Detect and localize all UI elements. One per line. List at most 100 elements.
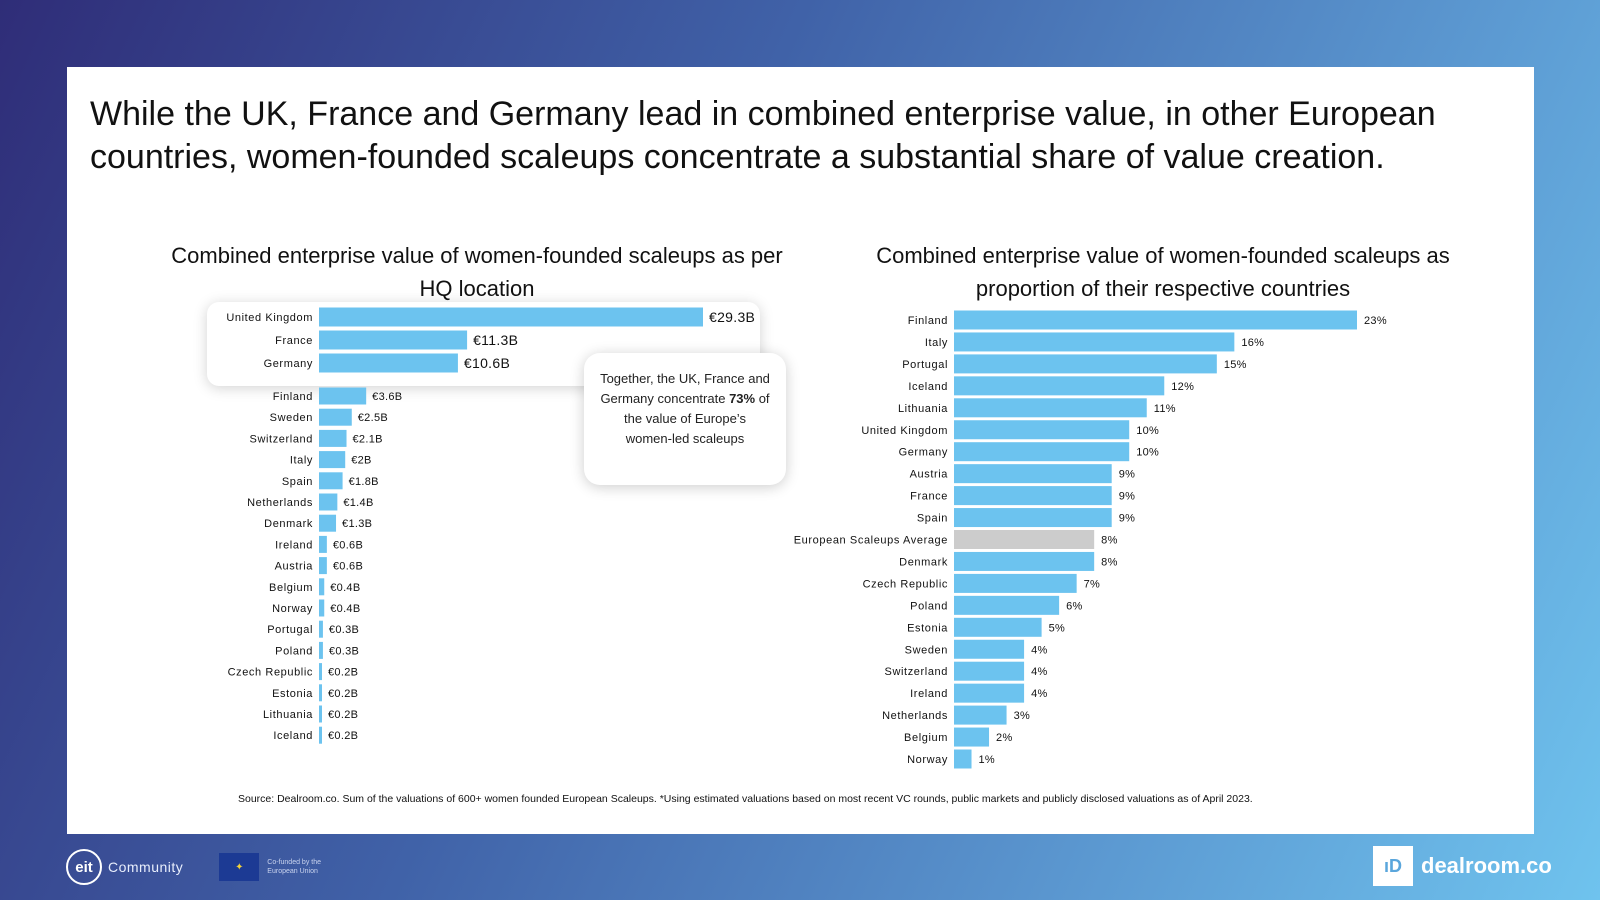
eu-flag-icon: ✦ — [219, 853, 260, 881]
left-value-label: €0.4B — [330, 582, 360, 594]
left-bar — [319, 514, 337, 532]
right-value-label: 4% — [1031, 666, 1048, 678]
left-bar — [319, 472, 343, 490]
right-bar — [954, 683, 1025, 703]
left-value-label: €2.1B — [353, 433, 383, 445]
right-category-label: European Scaleups Average — [794, 535, 948, 547]
left-category-label: Iceland — [273, 730, 313, 742]
right-category-label: Lithuania — [898, 403, 948, 415]
right-category-label: Italy — [925, 337, 948, 349]
left-category-label: Sweden — [270, 412, 313, 424]
left-category-label: United Kingdom — [226, 312, 313, 324]
right-value-label: 23% — [1364, 315, 1387, 327]
right-category-label: United Kingdom — [861, 425, 948, 437]
left-category-label: France — [275, 335, 313, 347]
right-value-label: 7% — [1084, 578, 1101, 590]
left-value-label: €1.4B — [343, 497, 373, 509]
left-category-label: Poland — [275, 645, 313, 657]
right-category-label: Denmark — [899, 556, 948, 568]
left-bar — [319, 705, 322, 723]
right-value-label: 4% — [1031, 644, 1048, 656]
slide-card: While the UK, France and Germany lead in… — [67, 67, 1534, 834]
right-value-label: 8% — [1101, 556, 1118, 568]
right-bar — [954, 595, 1060, 615]
right-category-label: Ireland — [910, 688, 948, 700]
right-category-label: Netherlands — [882, 710, 948, 722]
left-value-label: €0.2B — [328, 688, 358, 700]
left-category-label: Portugal — [267, 624, 313, 636]
right-category-label: Austria — [910, 469, 949, 481]
right-value-label: 16% — [1241, 337, 1264, 349]
callout-box: Together, the UK, France and Germany con… — [584, 353, 786, 485]
headline: While the UK, France and Germany lead in… — [90, 95, 1436, 176]
right-bar — [954, 661, 1025, 681]
left-category-label: Germany — [264, 358, 313, 370]
footer-logos: eit Community ✦ Co-funded by the Europea… — [66, 847, 337, 887]
right-bar — [954, 486, 1112, 506]
right-bar — [954, 420, 1130, 440]
left-value-label: €0.3B — [329, 624, 359, 636]
right-category-label: Norway — [907, 754, 948, 766]
left-value-label: €0.3B — [329, 645, 359, 657]
right-value-label: 1% — [979, 754, 996, 766]
right-category-label: Sweden — [905, 644, 948, 656]
right-value-label: 8% — [1101, 535, 1118, 547]
left-bar — [319, 663, 322, 681]
right-value-label: 2% — [996, 732, 1013, 744]
right-bar — [954, 639, 1025, 659]
left-bar-chart: United Kingdom €29.3B France €11.3B Germany €… — [226, 307, 755, 744]
right-category-label: Poland — [910, 600, 948, 612]
left-category-label: Netherlands — [247, 497, 313, 509]
right-value-label: 10% — [1136, 425, 1159, 437]
right-bar — [954, 727, 990, 747]
left-category-label: Ireland — [275, 539, 313, 551]
left-bar — [319, 307, 703, 327]
eu-cofunded-label: Co-funded by the European Union — [267, 859, 321, 875]
left-value-label: €29.3B — [709, 309, 755, 325]
left-bar — [319, 387, 367, 405]
left-category-label: Austria — [275, 561, 314, 573]
left-category-label: Norway — [272, 603, 313, 615]
left-value-label: €11.3B — [473, 332, 518, 348]
right-value-label: 9% — [1119, 469, 1136, 481]
eit-community-label: Community — [108, 859, 184, 875]
left-bar — [319, 330, 468, 350]
right-value-label: 10% — [1136, 447, 1159, 459]
left-bar — [319, 578, 325, 596]
left-value-label: €0.6B — [333, 539, 363, 551]
right-category-label: Finland — [908, 315, 948, 327]
left-value-label: €0.4B — [330, 603, 360, 615]
right-bar — [954, 398, 1147, 418]
left-value-label: €1.8B — [349, 476, 379, 488]
left-bar — [319, 726, 322, 744]
right-value-label: 4% — [1031, 688, 1048, 700]
right-category-label: Portugal — [902, 359, 948, 371]
right-chart-title: Combined enterprise value of women-found… — [876, 243, 1450, 301]
right-bar — [954, 705, 1007, 725]
left-bar — [319, 557, 327, 575]
right-category-label: Czech Republic — [863, 578, 948, 590]
left-category-label: Denmark — [264, 518, 313, 530]
right-bar — [954, 442, 1130, 462]
right-bar — [954, 310, 1357, 330]
right-value-label: 3% — [1014, 710, 1031, 722]
left-category-label: Estonia — [272, 688, 313, 700]
left-bar — [319, 493, 338, 511]
right-bar — [954, 551, 1095, 571]
source-note: Source: Dealroom.co. Sum of the valuatio… — [238, 793, 1253, 805]
right-bar-chart: Finland 23% Italy 16% Portugal 15% Iceland 12% L… — [794, 310, 1387, 769]
left-category-label: Switzerland — [250, 433, 313, 445]
eit-logo-icon: eit — [66, 849, 102, 885]
left-value-label: €0.2B — [328, 667, 358, 679]
left-value-label: €0.2B — [328, 709, 358, 721]
right-category-label: Germany — [899, 447, 948, 459]
left-category-label: Lithuania — [263, 709, 313, 721]
right-bar — [954, 749, 972, 769]
right-bar — [954, 508, 1112, 528]
right-bar — [954, 617, 1042, 637]
right-value-label: 11% — [1154, 403, 1176, 415]
right-category-label: Iceland — [908, 381, 948, 393]
left-category-label: Spain — [282, 476, 313, 488]
left-bar — [319, 429, 347, 447]
right-value-label: 15% — [1224, 359, 1247, 371]
